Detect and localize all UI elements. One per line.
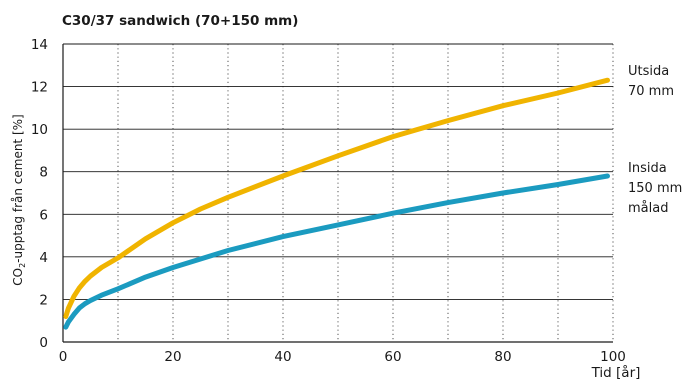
y-axis-label: CO2-upptag från cement [%] [11, 114, 27, 285]
x-tick-label: 40 [274, 349, 291, 365]
y-tick-label: 4 [39, 250, 48, 266]
series-line-1 [63, 77, 610, 319]
x-tick-label: 60 [384, 349, 401, 365]
y-tick-label: 2 [39, 292, 48, 308]
x-tick-label: 100 [600, 349, 626, 365]
legend: Utsida 70 mm Insida 150 mm målad [628, 64, 682, 216]
y-tick-label: 10 [31, 122, 48, 138]
y-tick-label: 8 [39, 165, 48, 181]
y-tick-label: 14 [31, 37, 48, 53]
legend-label-2: Insida 150 mm målad [628, 161, 682, 216]
series-line-2 [63, 173, 610, 330]
grid [62, 43, 614, 343]
x-tick-label: 0 [59, 349, 68, 365]
tick-labels: 0 2 4 6 8 10 12 14 0 20 40 60 80 100 [31, 37, 626, 365]
x-tick-label: 20 [164, 349, 181, 365]
y-tick-label: 12 [31, 80, 48, 96]
series-layer [63, 77, 610, 330]
x-tick-label: 80 [494, 349, 511, 365]
legend-label-1: Utsida 70 mm [628, 64, 674, 99]
chart-title: C30/37 sandwich (70+150 mm) [62, 13, 298, 29]
x-axis-label: Tid [år] [591, 364, 641, 381]
y-tick-label: 6 [39, 207, 48, 223]
y-tick-label: 0 [39, 335, 48, 351]
